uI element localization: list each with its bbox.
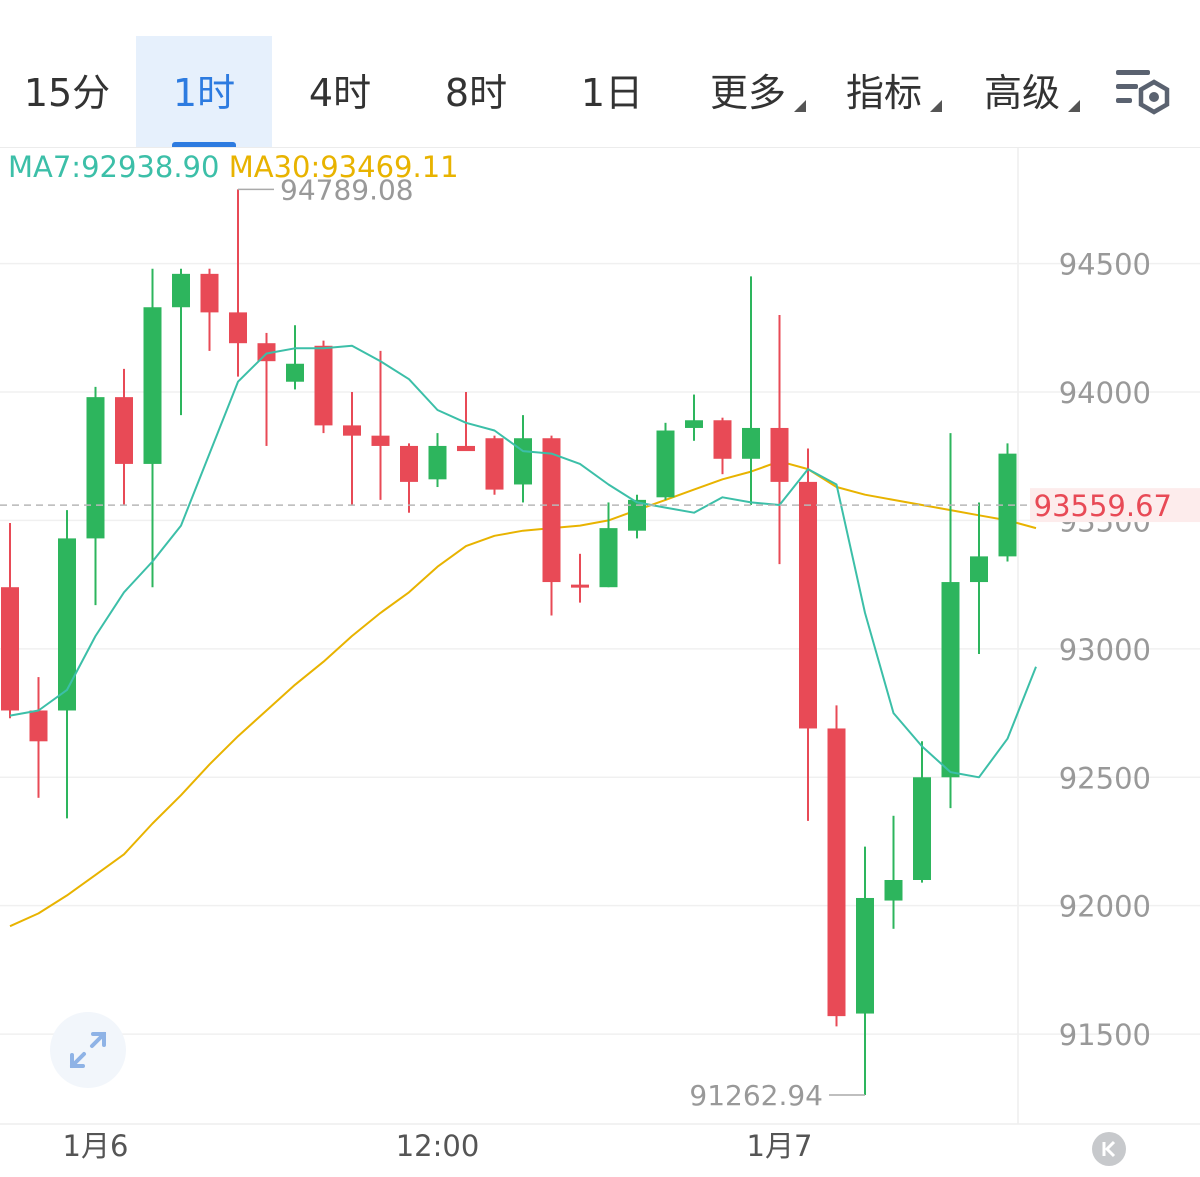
price-chart[interactable]: 94789.08 91262.94 91500 92000 92500 93000 935… [0, 148, 1200, 1166]
ma7-line [9, 344, 1037, 779]
low-marker-label: 91262.94 [689, 1079, 823, 1112]
time-tick-label: 1月6 [63, 1129, 129, 1163]
tab-indicators[interactable]: 指标 [834, 36, 942, 148]
extreme-markers: 94789.08 91262.94 [238, 173, 865, 1112]
back-to-latest-icon [1102, 1140, 1116, 1158]
tab-label: 高级 [983, 71, 1060, 115]
expand-button[interactable] [50, 1012, 126, 1088]
price-tick-label: 92000 [1059, 890, 1151, 924]
candle-up [514, 438, 532, 485]
tab-label: 1日 [580, 71, 644, 115]
candle-down [229, 312, 247, 344]
candle-up [172, 273, 190, 308]
price-tick-label: 91500 [1059, 1018, 1151, 1052]
current-price: 93559.67 [0, 488, 1200, 523]
candle-up [941, 582, 960, 778]
candle-up [970, 556, 988, 583]
tab-8h[interactable]: 8时 [408, 36, 544, 148]
candle-up [742, 427, 760, 459]
tab-1d[interactable]: 1日 [544, 36, 680, 148]
price-tick-label: 94000 [1059, 376, 1151, 410]
candle-up [656, 430, 675, 498]
candle-down [400, 445, 418, 482]
candle-down [485, 438, 504, 490]
time-axis: 1月6 12:00 1月7 [63, 1129, 813, 1163]
candle-down [457, 445, 475, 452]
expand-icon [70, 1032, 106, 1068]
candles [1, 189, 1017, 1095]
timeframe-tabs: 15分 1时 4时 8时 1日 更多 指标 高级 [0, 0, 1200, 148]
tab-label: 15分 [23, 71, 111, 115]
dropdown-caret-icon [794, 100, 806, 112]
tabs-divider [0, 147, 1200, 148]
candle-down [115, 397, 133, 464]
back-to-latest-button[interactable] [1092, 1132, 1126, 1166]
candle-up [685, 420, 703, 428]
time-tick-label: 12:00 [396, 1129, 480, 1163]
dropdown-caret-icon [930, 100, 942, 112]
candle-down [571, 584, 589, 588]
candle-up [428, 445, 447, 480]
candle-down [799, 481, 817, 729]
dropdown-caret-icon [1068, 100, 1080, 112]
ma7-path [9, 344, 1037, 779]
candle-up [856, 897, 874, 1014]
price-tick-label: 93000 [1059, 633, 1151, 667]
tab-more[interactable]: 更多 [698, 36, 806, 148]
tab-label: 8时 [444, 71, 508, 115]
candle-down [827, 728, 846, 1017]
candle-up [599, 528, 618, 588]
sub-indicator-legend [0, 1166, 1200, 1177]
tab-advanced[interactable]: 高级 [972, 36, 1080, 148]
ma7-value: MA7:92938.90 [8, 150, 220, 184]
tab-1h[interactable]: 1时 [136, 36, 272, 148]
candle-up [913, 777, 931, 880]
price-tick-label: 92500 [1059, 761, 1151, 795]
price-tick-label: 94500 [1059, 248, 1151, 282]
candle-down [1, 587, 19, 711]
candle-down [343, 425, 361, 436]
ma-legend: MA7:92938.90 MA30:93469.11 [8, 150, 459, 184]
candle-down [314, 345, 333, 426]
time-tick-label: 1月7 [747, 1129, 813, 1163]
ma30-line [9, 460, 1037, 928]
candle-down [29, 710, 48, 742]
tab-label: 1时 [172, 71, 236, 115]
chart-settings-icon[interactable] [1114, 66, 1174, 120]
current-price-label: 93559.67 [1034, 489, 1172, 523]
candle-up [143, 307, 162, 464]
candle-up [998, 453, 1017, 557]
high-marker-label: 94789.08 [280, 173, 414, 206]
candle-down [200, 273, 219, 313]
candle-down [770, 427, 789, 482]
tab-label: 更多 [709, 71, 786, 115]
tab-15m[interactable]: 15分 [0, 36, 134, 148]
grid-lines [0, 262, 1200, 1035]
ma30-path [9, 460, 1037, 928]
candle-up [86, 397, 105, 539]
candle-up [58, 538, 76, 711]
price-axis: 91500920009250093000935009400094500 [1059, 248, 1151, 1053]
candle-up [884, 880, 903, 901]
tab-4h[interactable]: 4时 [272, 36, 408, 148]
ma30-value: MA30:93469.11 [228, 150, 459, 184]
candle-up [628, 499, 646, 531]
current-price-tag [1030, 488, 1200, 523]
candle-down [542, 438, 561, 583]
candle-down [371, 435, 390, 446]
tab-label: 4时 [308, 71, 372, 115]
active-tab-indicator [172, 142, 236, 148]
candle-down [713, 420, 732, 459]
candle-up [286, 363, 304, 382]
tab-label: 指标 [845, 71, 922, 115]
